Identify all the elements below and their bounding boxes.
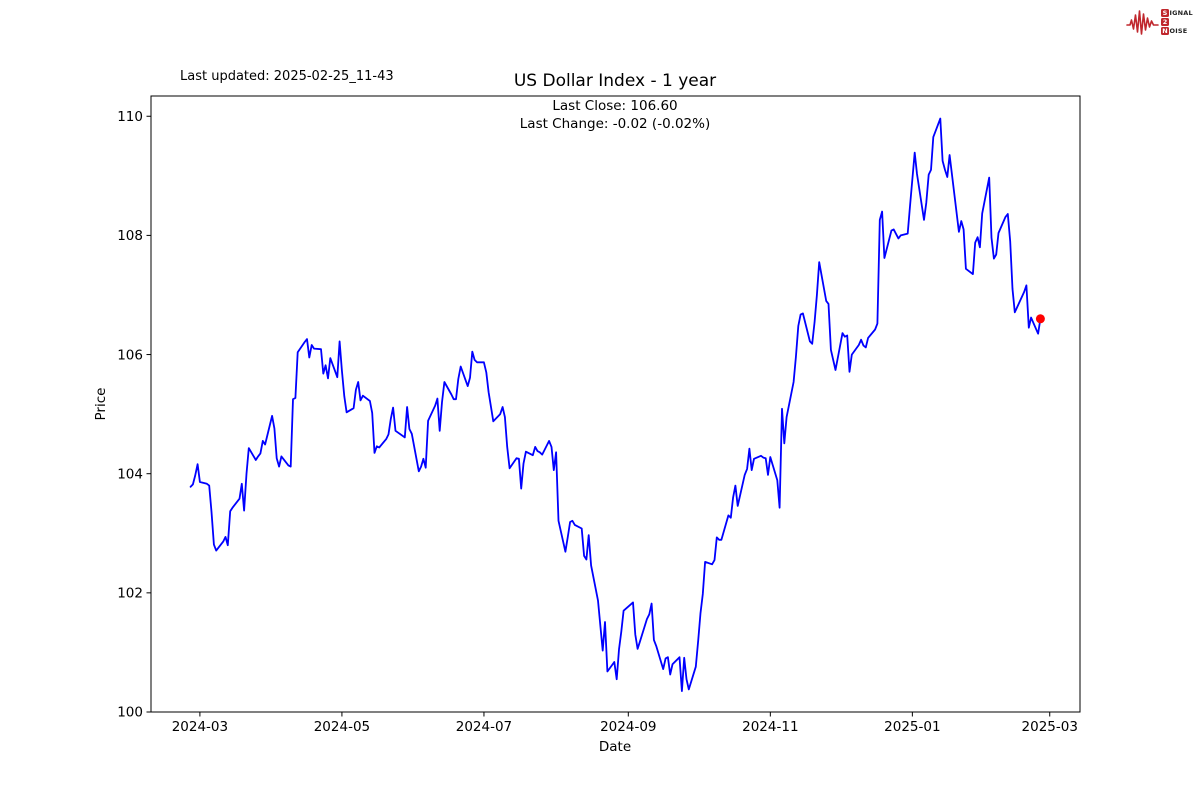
y-tick-label: 102 xyxy=(117,586,143,602)
logo-word-noise: OISE xyxy=(1169,27,1188,35)
chart-title: US Dollar Index - 1 year xyxy=(513,71,717,91)
x-tick-label: 2024-07 xyxy=(456,719,512,735)
x-tick-label: 2025-03 xyxy=(1022,719,1078,735)
last-change-text: Last Change: -0.02 (-0.02%) xyxy=(519,116,711,132)
last-updated-text: Last updated: 2025-02-25_11-43 xyxy=(180,69,394,84)
x-tick-label: 2024-09 xyxy=(600,719,656,735)
waveform-icon xyxy=(1126,10,1159,35)
brand-logo-text: S IGNAL 2 N OISE xyxy=(1161,9,1193,35)
axis-ticks: 100 102 104 106 108 110 2024-03 2024-05 2024-07 2… xyxy=(117,109,1078,735)
y-tick-label: 106 xyxy=(117,347,143,363)
plot-border xyxy=(150,95,1081,713)
logo-letter-2: 2 xyxy=(1161,18,1169,26)
brand-logo: S IGNAL 2 N OISE xyxy=(1126,5,1196,49)
y-tick-label: 108 xyxy=(117,228,143,244)
y-tick-label: 110 xyxy=(117,109,143,125)
x-axis-label: Date xyxy=(599,739,631,755)
x-tick-label: 2025-01 xyxy=(884,719,940,735)
price-line xyxy=(189,117,1042,692)
last-close-text: Last Close: 106.60 xyxy=(552,98,678,114)
logo-word-signal: IGNAL xyxy=(1169,9,1193,17)
logo-letter-n: N xyxy=(1161,27,1169,35)
y-axis-label: Price xyxy=(93,388,109,421)
logo-letter-s: S xyxy=(1161,9,1169,17)
last-price-dot xyxy=(1035,314,1045,324)
y-tick-label: 100 xyxy=(117,705,143,721)
x-tick-label: 2024-11 xyxy=(742,719,798,735)
y-tick-label: 104 xyxy=(117,466,143,482)
x-tick-label: 2024-03 xyxy=(172,719,228,735)
x-tick-label: 2024-05 xyxy=(314,719,370,735)
